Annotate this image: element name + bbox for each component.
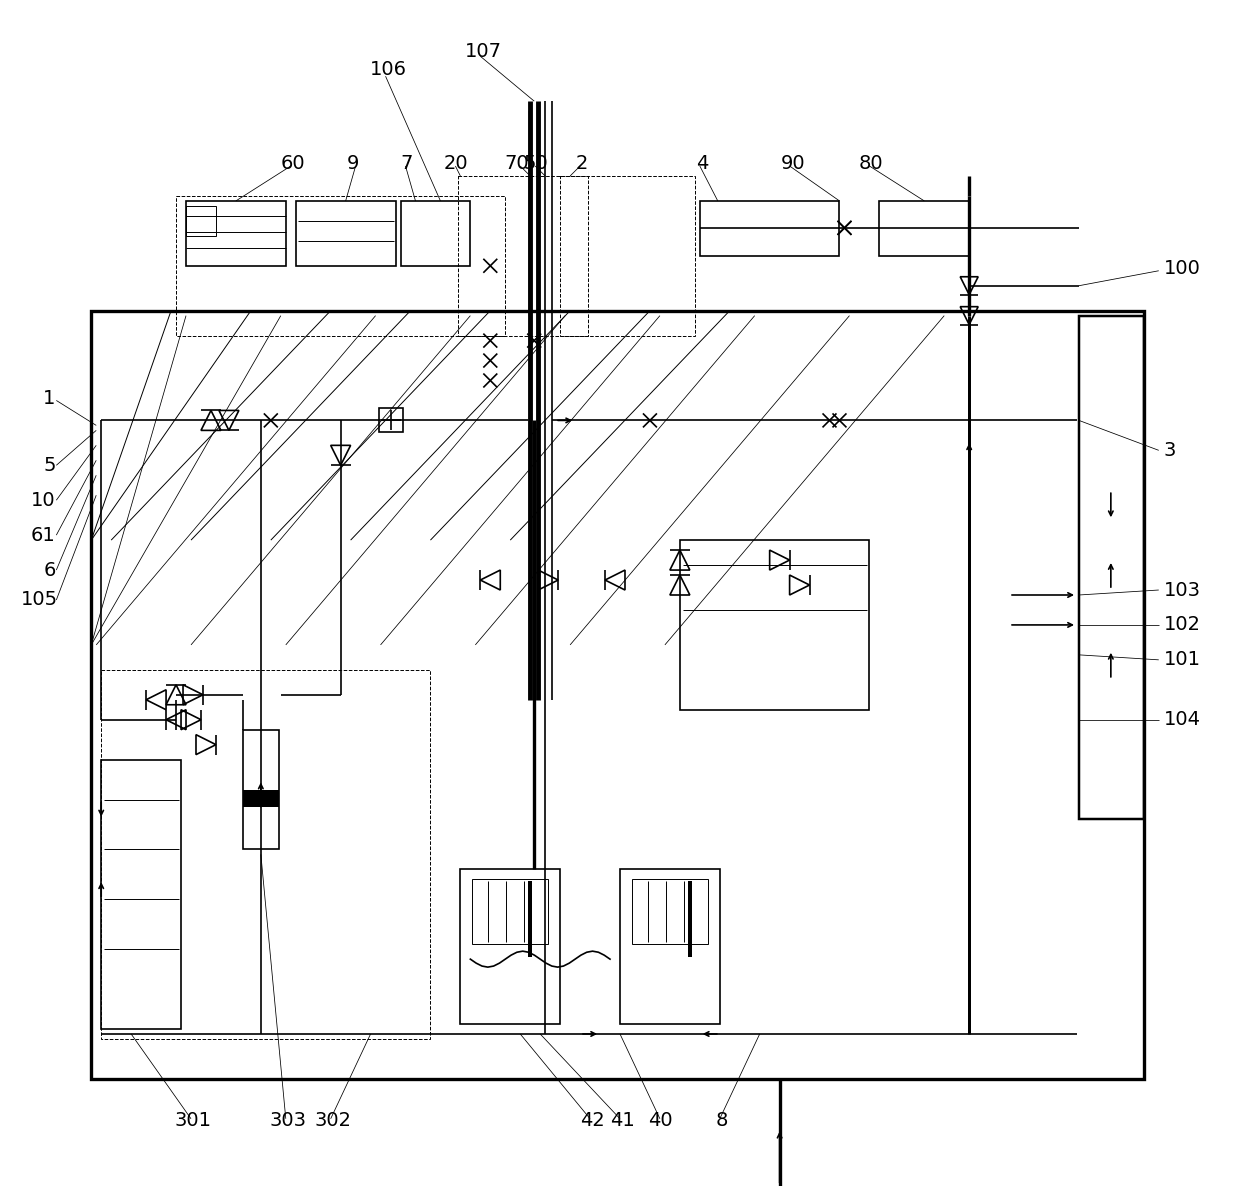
Bar (560, 176, 694, 336)
Bar (680, 540, 869, 710)
Text: 70: 70 (503, 153, 528, 172)
Bar (632, 880, 708, 944)
Bar (528, 881, 532, 957)
Text: 42: 42 (579, 1111, 604, 1130)
Bar (186, 205, 216, 236)
Text: 102: 102 (1163, 615, 1200, 634)
Text: 50: 50 (523, 153, 548, 172)
Bar (102, 760, 181, 1029)
Bar (92, 311, 1143, 1079)
Bar (620, 869, 719, 1024)
Bar (176, 196, 505, 336)
Bar (186, 201, 285, 266)
Bar (459, 176, 588, 336)
Text: 106: 106 (370, 59, 407, 78)
Text: 90: 90 (780, 153, 805, 172)
Bar (378, 408, 403, 432)
Text: 10: 10 (31, 490, 56, 509)
Text: 107: 107 (465, 42, 502, 61)
Text: 101: 101 (1163, 650, 1200, 669)
Bar (296, 201, 396, 266)
Text: 303: 303 (269, 1111, 306, 1130)
Text: 100: 100 (1163, 259, 1200, 278)
Bar (401, 201, 470, 266)
Bar (243, 789, 279, 807)
Text: 3: 3 (1163, 440, 1176, 459)
Bar (472, 880, 548, 944)
Text: 1: 1 (43, 389, 56, 408)
Bar (460, 869, 560, 1024)
Bar (699, 201, 839, 255)
Text: 7: 7 (401, 153, 413, 172)
Text: 41: 41 (610, 1111, 635, 1130)
Bar (102, 669, 430, 1039)
Bar (688, 881, 692, 957)
Text: 61: 61 (31, 526, 56, 545)
Text: 105: 105 (21, 590, 58, 609)
Text: 5: 5 (43, 456, 56, 475)
Text: 103: 103 (1163, 580, 1200, 599)
Text: 9: 9 (346, 153, 358, 172)
Text: 302: 302 (314, 1111, 351, 1130)
Text: 6: 6 (43, 560, 56, 579)
Text: 80: 80 (859, 153, 884, 172)
Text: 8: 8 (715, 1111, 728, 1130)
Text: 40: 40 (647, 1111, 672, 1130)
Bar (243, 730, 279, 850)
Text: 301: 301 (175, 1111, 212, 1130)
Text: 2: 2 (575, 153, 588, 172)
Text: 104: 104 (1163, 710, 1200, 729)
Bar (1079, 316, 1143, 819)
Text: 20: 20 (444, 153, 469, 172)
Text: 4: 4 (696, 153, 708, 172)
Text: 60: 60 (280, 153, 305, 172)
Bar (879, 201, 970, 255)
